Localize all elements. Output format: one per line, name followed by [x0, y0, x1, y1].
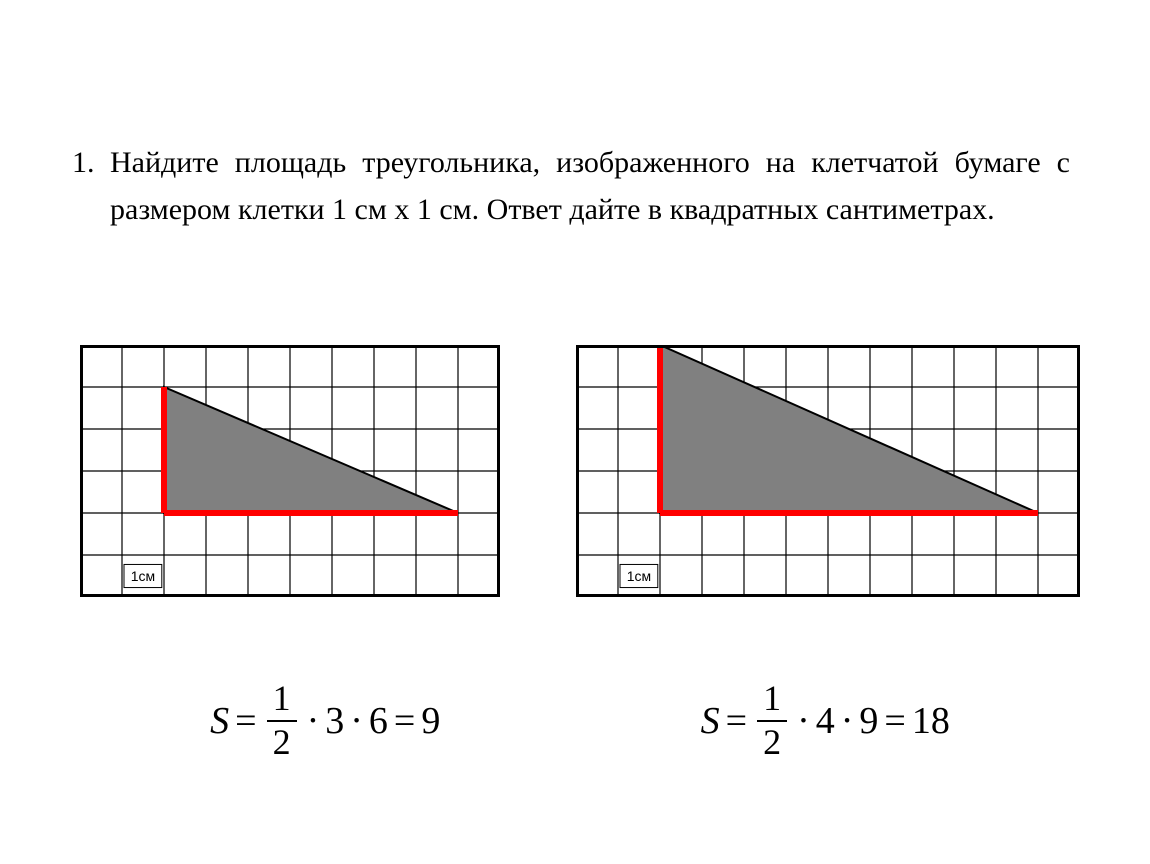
- var-S: S: [210, 699, 229, 743]
- equals-sign: =: [235, 699, 256, 743]
- factor-b: 6: [369, 699, 388, 743]
- problem-statement: 1.Найдите площадь треугольника, изображе…: [110, 140, 1070, 233]
- equals-sign: =: [394, 699, 415, 743]
- result: 18: [912, 699, 950, 743]
- formula-right: S = 1 2 · 4 · 9 = 18: [701, 680, 950, 762]
- dot-operator: ·: [797, 699, 810, 743]
- result: 9: [421, 699, 440, 743]
- dot-operator: ·: [307, 699, 320, 743]
- problem-text-body: Найдите площадь треугольника, изображенн…: [110, 146, 1070, 226]
- equals-sign: =: [884, 699, 905, 743]
- var-S: S: [701, 699, 720, 743]
- frac-numerator: 1: [757, 680, 787, 718]
- factor-a: 3: [325, 699, 344, 743]
- formula-left: S = 1 2 · 3 · 6 = 9: [210, 680, 440, 762]
- fraction-one-half: 1 2: [757, 680, 787, 762]
- page: 1.Найдите площадь треугольника, изображе…: [0, 0, 1150, 864]
- figure-right: 1см: [576, 345, 1080, 597]
- svg-text:1см: 1см: [131, 568, 155, 584]
- figure-left: 1см: [80, 345, 500, 597]
- frac-numerator: 1: [267, 680, 297, 718]
- fraction-one-half: 1 2: [267, 680, 297, 762]
- dot-operator: ·: [350, 699, 363, 743]
- factor-a: 4: [816, 699, 835, 743]
- frac-denominator: 2: [267, 724, 297, 762]
- equals-sign: =: [726, 699, 747, 743]
- factor-b: 9: [859, 699, 878, 743]
- problem-number: 1.: [72, 140, 110, 187]
- svg-text:1см: 1см: [627, 568, 651, 584]
- formulas-row: S = 1 2 · 3 · 6 = 9 S = 1 2 · 4 ·: [80, 680, 1080, 762]
- dot-operator: ·: [841, 699, 854, 743]
- figures-row: 1см 1см: [80, 345, 1080, 597]
- frac-denominator: 2: [757, 724, 787, 762]
